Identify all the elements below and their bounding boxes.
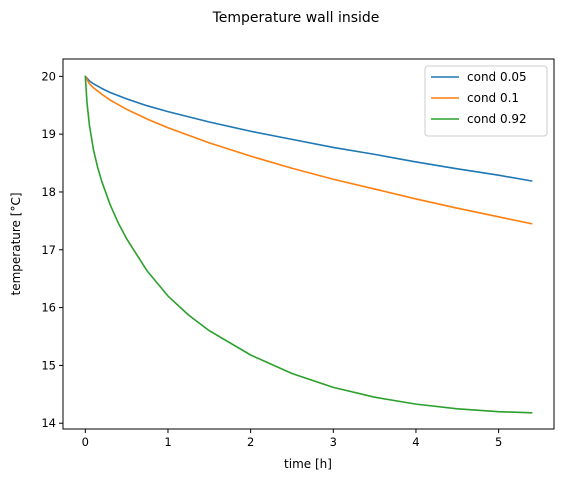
x-tick-label: 0 — [82, 435, 89, 449]
y-axis-ticks: 14 15 16 17 18 19 20 — [41, 69, 63, 430]
x-tick-label: 5 — [495, 435, 502, 449]
legend-label: cond 0.92 — [467, 112, 527, 126]
legend: cond 0.05 cond 0.1 cond 0.92 — [424, 65, 548, 137]
legend-label: cond 0.05 — [467, 70, 527, 84]
x-tick-label: 4 — [412, 435, 419, 449]
y-tick-label: 16 — [41, 301, 56, 315]
x-axis-label: time [h] — [284, 457, 332, 471]
y-tick-label: 14 — [41, 416, 56, 430]
x-tick-label: 2 — [247, 435, 254, 449]
legend-label: cond 0.1 — [467, 91, 519, 105]
series-layer — [84, 75, 533, 414]
x-tick-label: 1 — [164, 435, 171, 449]
x-tick-label: 3 — [330, 435, 337, 449]
y-tick-label: 17 — [41, 243, 56, 257]
y-tick-label: 20 — [41, 69, 56, 83]
y-tick-label: 18 — [41, 185, 56, 199]
series-line-1 — [84, 75, 533, 182]
y-tick-label: 19 — [41, 127, 56, 141]
chart-title: Temperature wall inside — [212, 10, 380, 26]
axes-frame — [62, 58, 555, 430]
series-line-3 — [84, 75, 533, 414]
y-axis-label: temperature [°C] — [9, 193, 23, 296]
plot-area — [84, 75, 533, 414]
series-line-2 — [84, 75, 533, 225]
y-tick-label: 15 — [41, 358, 56, 372]
x-axis-ticks: 0 1 2 3 4 5 — [82, 429, 502, 449]
